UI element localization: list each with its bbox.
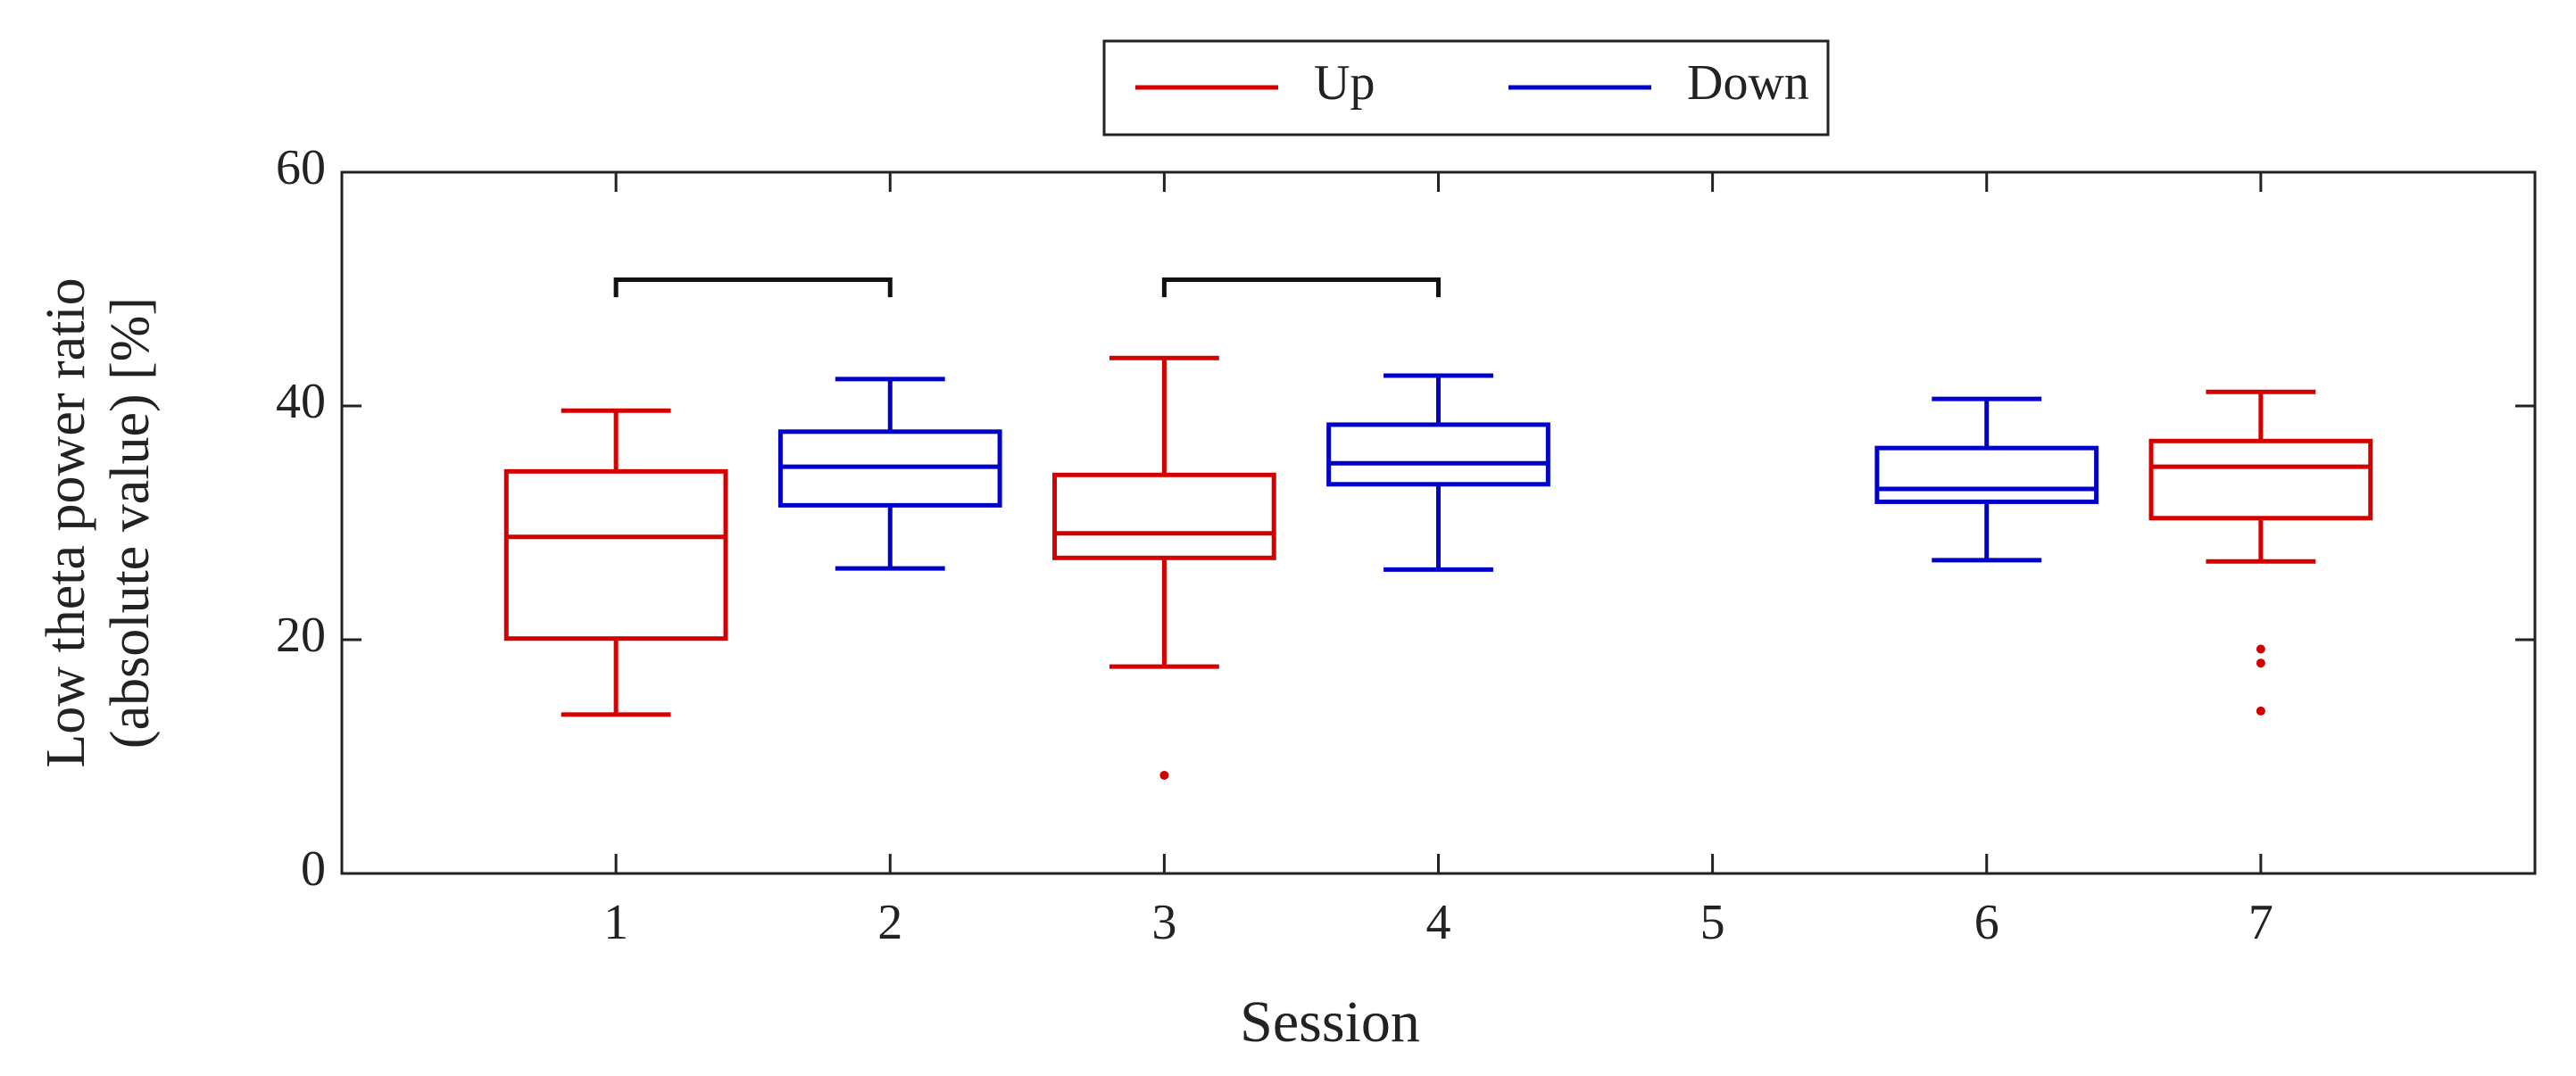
box <box>1874 445 2099 504</box>
outlier <box>2256 644 2265 654</box>
x-tick-label: 7 <box>2248 895 2273 950</box>
y-tick-label: 20 <box>276 608 326 663</box>
x-tick-label: 5 <box>1700 895 1725 950</box>
x-tick-label: 1 <box>603 895 628 950</box>
box <box>2148 438 2373 521</box>
x-tick-label: 4 <box>1426 895 1451 950</box>
y-tick-label: 0 <box>301 841 326 897</box>
box <box>1326 422 1550 487</box>
box <box>503 468 728 641</box>
legend-label: Up <box>1314 55 1375 111</box>
box <box>1052 472 1276 560</box>
x-tick-label: 6 <box>1974 895 1999 950</box>
significance-bracket <box>1161 277 1441 298</box>
y-axis-label: Low theta power ratio <box>36 277 96 767</box>
significance-bracket <box>613 277 893 298</box>
x-tick-label: 2 <box>877 895 902 950</box>
legend-label: Down <box>1687 55 1809 111</box>
y-axis-label: (absolute value) [%] <box>100 297 161 749</box>
x-axis-label: Session <box>1240 989 1420 1055</box>
y-tick-label: 60 <box>276 140 326 195</box>
outlier <box>2256 706 2265 716</box>
outlier <box>2256 658 2265 668</box>
x-tick-label: 3 <box>1151 895 1176 950</box>
y-tick-label: 40 <box>276 374 326 429</box>
outlier <box>1159 770 1169 780</box>
